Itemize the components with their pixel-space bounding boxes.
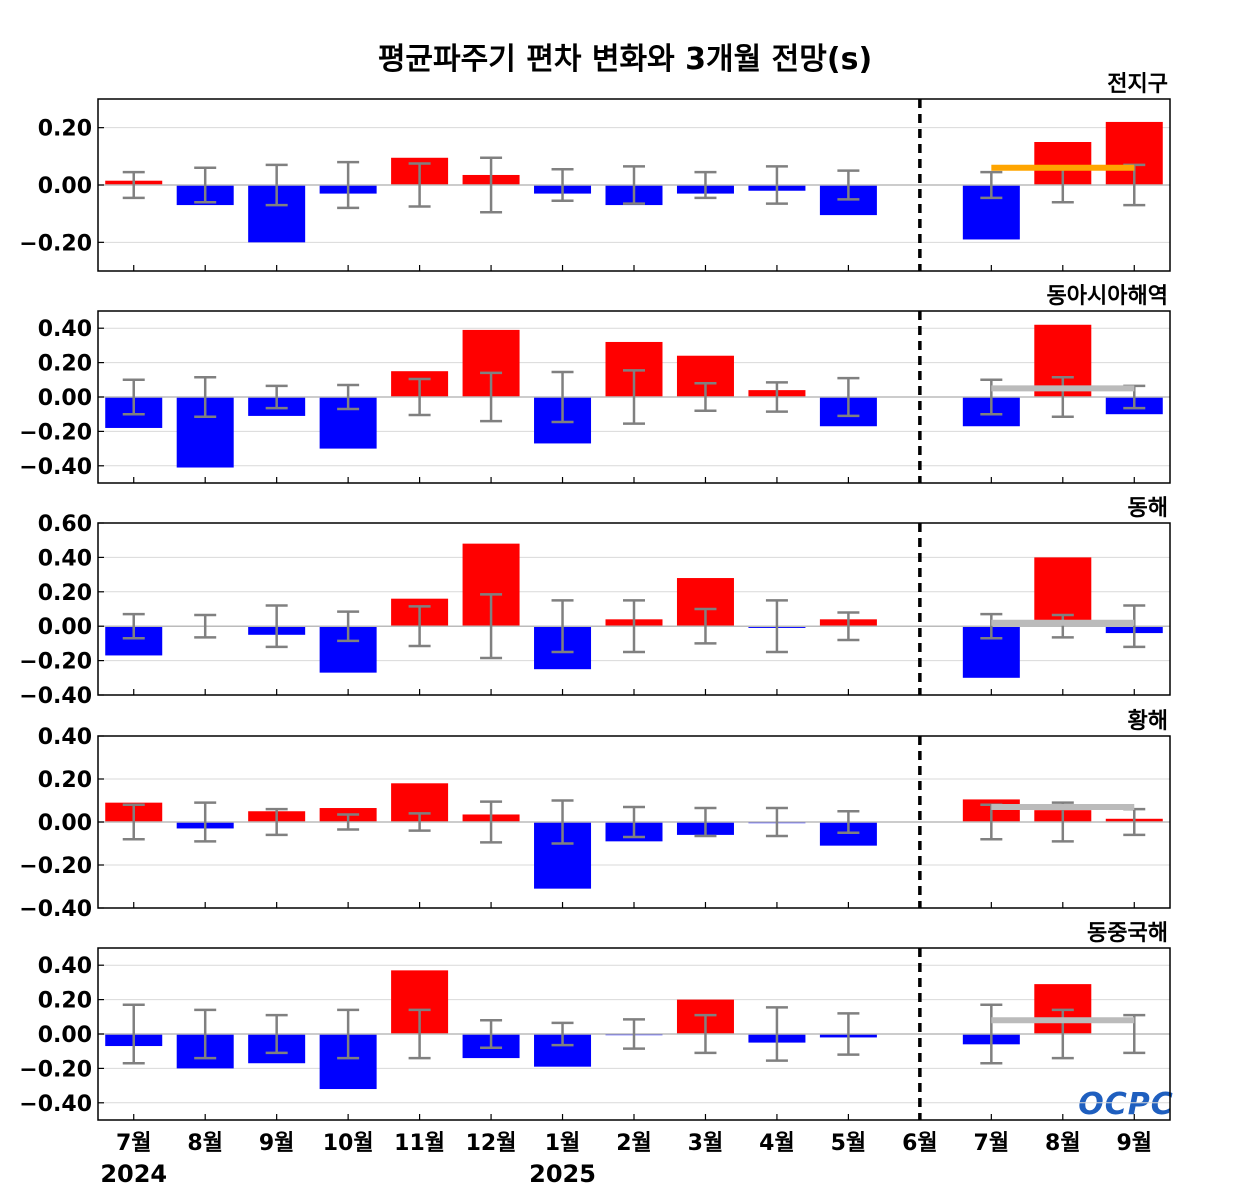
x-tick-label: 7월 [116,1131,152,1156]
year-label: 2024 [100,1160,167,1188]
panel-1: −0.20 0.00 0.20 전지구 [19,72,1171,272]
y-tick-label: −0.40 [19,1092,92,1117]
panel-2: −0.40 −0.20 0.00 0.20 0.40 동아시아해역 [19,284,1171,484]
panel-title: 동해 [1128,496,1168,521]
panel-5: −0.40 −0.20 0.00 0.20 0.40 동중국해 [19,921,1171,1121]
x-tick-label: 2월 [616,1131,652,1156]
ocpc-logo: OCPC [1078,1087,1174,1122]
panel-title: 전지구 [1107,72,1168,97]
y-tick-label: −0.40 [19,455,92,480]
year-label: 2025 [529,1160,596,1188]
y-tick-label: 0.00 [38,615,92,640]
y-tick-label: 0.40 [38,546,92,571]
x-tick-label: 12월 [466,1131,517,1156]
y-tick-label: 0.20 [38,768,92,793]
y-tick-label: 0.40 [38,317,92,342]
y-tick-label: −0.40 [19,897,92,922]
y-tick-label: −0.20 [19,420,92,445]
y-tick-label: −0.20 [19,1057,92,1082]
y-tick-label: 0.00 [38,811,92,836]
y-tick-label: −0.20 [19,231,92,256]
y-tick-label: 0.40 [38,725,92,750]
x-tick-label: 10월 [323,1131,374,1156]
y-tick-label: 0.20 [38,581,92,606]
panel-title: 동중국해 [1087,921,1168,946]
x-tick-label: 9월 [259,1131,295,1156]
y-tick-label: 0.00 [38,1023,92,1048]
y-tick-label: 0.20 [38,989,92,1014]
x-tick-label: 3월 [688,1131,724,1156]
y-tick-label: 0.00 [38,386,92,411]
y-tick-label: −0.20 [19,854,92,879]
x-tick-label: 6월 [902,1131,938,1156]
x-tick-label: 5월 [831,1131,867,1156]
y-tick-label: 0.20 [38,352,92,377]
x-tick-label: 8월 [1045,1131,1081,1156]
y-tick-label: 0.60 [38,512,92,537]
chart-title: 평균파주기 편차 변화와 3개월 전망(s) [378,42,872,77]
y-tick-label: −0.20 [19,650,92,675]
y-tick-label: −0.40 [19,684,92,709]
panel-title: 동아시아해역 [1047,284,1168,309]
y-tick-label: 0.20 [38,117,92,142]
x-tick-label: 1월 [545,1131,581,1156]
x-tick-label: 9월 [1116,1131,1152,1156]
x-tick-label: 4월 [759,1131,795,1156]
x-tick-label: 11월 [394,1131,445,1156]
panel-4: −0.40 −0.20 0.00 0.20 0.40 황해 [19,709,1171,922]
x-tick-label: 8월 [187,1131,223,1156]
panel-3: −0.40 −0.20 0.00 0.20 0.40 0.60 동해 [19,496,1171,709]
y-tick-label: 0.00 [38,174,92,199]
panel-title: 황해 [1128,709,1168,734]
y-tick-label: 0.40 [38,954,92,979]
x-tick-label: 7월 [974,1131,1010,1156]
